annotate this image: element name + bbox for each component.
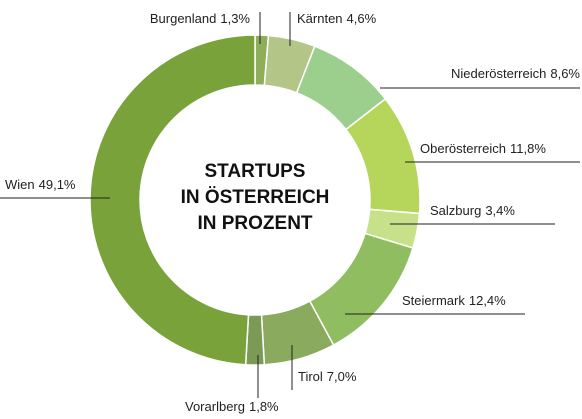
chart-title: IN PROZENT [197,213,312,234]
value-label: 7,0% [327,369,357,384]
value-label: 8,6% [550,66,580,81]
category-label: Steiermark [402,293,465,308]
slice-label: Tirol 7,0% [298,369,357,384]
slice-label: Oberösterreich 11,8% [420,141,546,156]
value-label: 11,8% [510,141,546,156]
slice-label: Kärnten 4,6% [297,11,377,26]
category-label: Vorarlberg [185,399,245,414]
chart-title: STARTUPS [205,161,306,182]
category-label: Kärnten [297,11,343,26]
category-label: Oberösterreich [420,141,506,156]
value-label: 3,4% [485,203,515,218]
slice-label: Niederösterreich 8,6% [451,66,580,81]
category-label: Burgenland [150,11,217,26]
value-label: 12,4% [469,293,506,308]
slice-label: Vorarlberg 1,8% [185,399,279,414]
slice-label: Steiermark 12,4% [402,293,506,308]
slice-label: Wien 49,1% [5,177,76,192]
category-label: Salzburg [430,203,481,218]
value-label: 1,3% [220,11,250,26]
slice-label: Burgenland 1,3% [150,11,251,26]
value-label: 49,1% [39,177,76,192]
value-label: 1,8% [249,399,279,414]
value-label: 4,6% [347,11,377,26]
slice-label: Salzburg 3,4% [430,203,515,218]
pie-slice [89,34,256,366]
category-label: Niederösterreich [451,66,546,81]
category-label: Wien [5,177,35,192]
chart-title: IN ÖSTERREICH [181,187,330,208]
category-label: Tirol [298,369,323,384]
